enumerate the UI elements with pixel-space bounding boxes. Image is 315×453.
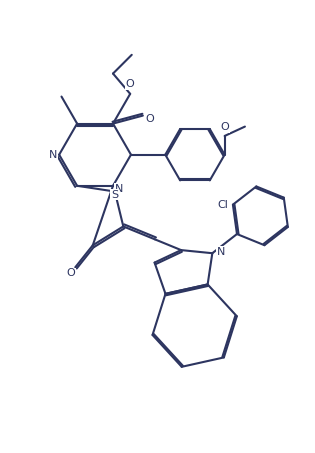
Text: O: O — [66, 268, 75, 279]
Text: O: O — [220, 122, 229, 132]
Text: O: O — [126, 79, 135, 89]
Text: O: O — [145, 115, 154, 125]
Text: N: N — [115, 184, 123, 194]
Text: S: S — [111, 190, 118, 200]
Text: N: N — [217, 246, 225, 257]
Text: N: N — [49, 149, 58, 160]
Text: Cl: Cl — [217, 200, 228, 210]
